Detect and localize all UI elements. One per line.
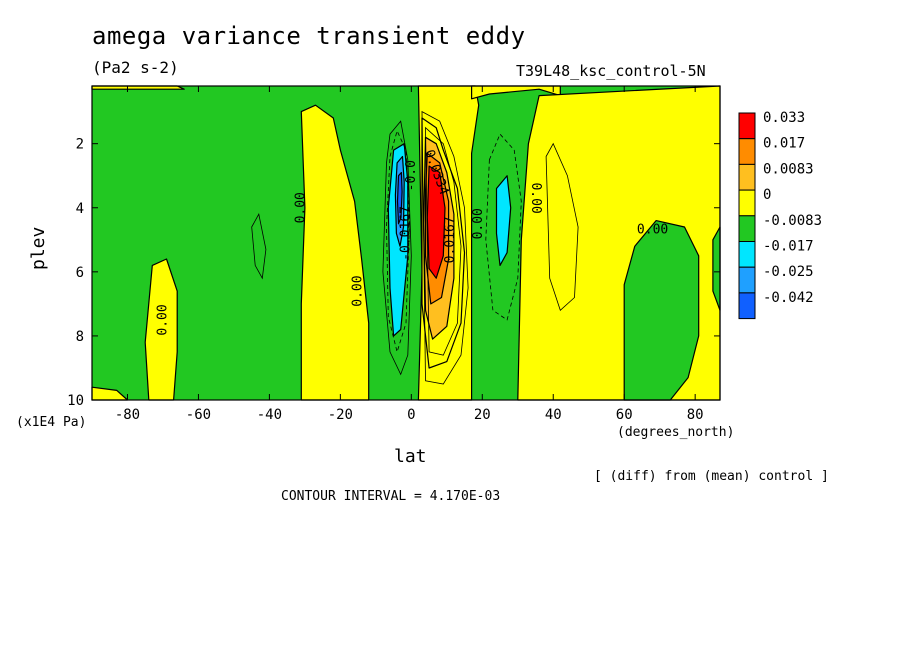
x-tick-label-5: 20 — [474, 407, 491, 423]
contour-region-10 — [426, 165, 446, 279]
x-axis-unit: (degrees_north) — [617, 425, 735, 440]
contour-line-6 — [251, 213, 267, 280]
x-tick-label-2: -40 — [257, 407, 282, 423]
diff-note: [ (diff) from (mean) control ] — [594, 469, 829, 484]
legend-label-3: 0 — [763, 187, 771, 203]
contour-region-15 — [396, 171, 403, 225]
y-tick-label-0: 2 — [76, 137, 84, 153]
chart-title: amega variance transient eddy — [92, 22, 526, 50]
contour-label-3: 0.00 — [471, 208, 486, 239]
legend-swatch-1 — [738, 138, 756, 165]
contour-label-2: 0.00 — [155, 304, 170, 335]
x-tick-label-3: -20 — [328, 407, 353, 423]
legend-label-4: -0.0083 — [763, 213, 822, 229]
contour-region-1 — [300, 104, 370, 401]
contour-line-4 — [485, 133, 522, 321]
legend-swatch-0 — [738, 112, 756, 140]
x-axis-label: lat — [394, 446, 427, 467]
x-tick-label-0: -80 — [115, 407, 140, 423]
legend-swatch-3 — [738, 189, 756, 217]
contour-label-0: 0.00 — [294, 192, 309, 223]
contour-line-3 — [425, 126, 462, 356]
contour-label-1: 0.00 — [351, 275, 366, 306]
legend-swatch-6 — [738, 266, 756, 294]
contour-line-2 — [421, 110, 469, 385]
legend-label-0: 0.033 — [763, 110, 805, 126]
y-tick-label-1: 4 — [76, 201, 84, 217]
contour-line-1 — [386, 129, 410, 354]
contour-interval: CONTOUR INTERVAL = 4.170E-03 — [281, 489, 501, 504]
contour-region-2 — [144, 258, 178, 401]
run-label: T39L48_ksc_control-5N — [516, 62, 706, 80]
legend-label-5: -0.017 — [763, 239, 814, 255]
legend-label-6: -0.025 — [763, 264, 814, 280]
contour-label-4: 0.00 — [528, 182, 543, 213]
x-tick-label-4: 0 — [407, 407, 415, 423]
legend-swatch-5 — [738, 241, 756, 268]
legend-label-7: -0.042 — [763, 290, 814, 306]
plot-frame — [91, 85, 721, 401]
contour-label-7: 0.0167 — [443, 216, 458, 263]
y-axis-unit: (x1E4 Pa) — [16, 415, 87, 430]
contour-label-5: 0.00 — [637, 223, 668, 238]
contour-label-9: -0.0 — [404, 160, 419, 191]
x-tick-label-7: 60 — [616, 407, 633, 423]
color-legend: 0.033 0.017 0.0083 0 -0.0083 -0.017 -0.025 -0.0… — [738, 110, 822, 320]
legend-swatch-4 — [738, 215, 756, 243]
legend-label-1: 0.017 — [763, 136, 805, 152]
contour-line-0 — [382, 120, 412, 376]
y-tick-label-4: 10 — [67, 393, 84, 409]
contour-region-11 — [623, 220, 700, 401]
chart-units: (Pa2 s-2) — [92, 58, 179, 77]
y-tick-label-2: 6 — [76, 265, 84, 281]
x-tick-label-8: 80 — [687, 407, 704, 423]
contour-region-16 — [495, 175, 512, 266]
legend-label-2: 0.0083 — [763, 161, 814, 177]
contour-line-5 — [545, 142, 579, 312]
y-tick-label-3: 8 — [76, 329, 84, 345]
plot-area: -80 -60 -40 -20 0 20 40 60 80 2 4 6 8 10 0.00 0.00 0.00 0… — [67, 85, 721, 423]
legend-swatch-7 — [738, 292, 756, 320]
contour-label-6: -0.0167 — [398, 206, 413, 261]
x-tick-label-1: -60 — [186, 407, 211, 423]
x-tick-label-6: 40 — [545, 407, 562, 423]
legend-swatch-2 — [738, 163, 756, 191]
